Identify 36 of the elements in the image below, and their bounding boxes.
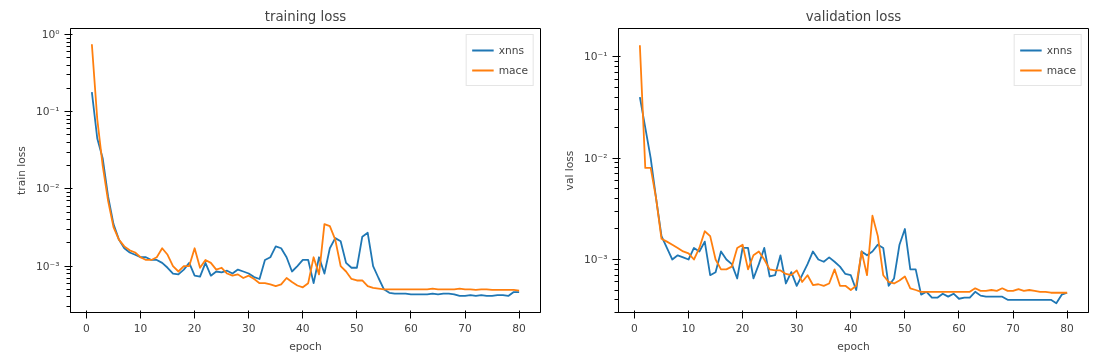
legend-label: mace — [498, 63, 528, 77]
x-tick-label: 70 — [1006, 321, 1021, 335]
x-tick-label: 50 — [898, 321, 912, 335]
y-tick-label: 10⁻² — [36, 182, 60, 196]
y-tick-label: 10⁻¹ — [36, 105, 60, 119]
y-axis-title: val loss — [563, 150, 577, 191]
x-tick-label: 30 — [789, 321, 804, 335]
y-axis-title: train loss — [15, 145, 29, 195]
line-series — [90, 91, 521, 297]
legend-label: xnns — [498, 43, 525, 57]
x-tick-label: 40 — [296, 321, 310, 335]
y-tick-label: 10⁻³ — [36, 259, 60, 273]
x-axis-title: epoch — [837, 339, 870, 353]
y-tick-label: 10⁰ — [41, 28, 60, 42]
chart-title: validation loss — [805, 8, 902, 24]
x-tick-label: 80 — [512, 321, 527, 335]
x-axis-title: epoch — [289, 339, 322, 353]
x-tick-label: 40 — [844, 321, 858, 335]
x-tick-label: 50 — [350, 321, 364, 335]
x-tick-label: 0 — [83, 321, 91, 335]
x-tick-label: 20 — [735, 321, 750, 335]
x-tick-label: 10 — [133, 321, 148, 335]
x-tick-label: 0 — [631, 321, 639, 335]
x-tick-label: 60 — [952, 321, 966, 335]
chart-title: training loss — [264, 8, 347, 24]
x-tick-label: 80 — [1060, 321, 1075, 335]
x-tick-label: 30 — [241, 321, 256, 335]
legend-label: xnns — [1046, 43, 1073, 57]
x-tick-label: 70 — [458, 321, 473, 335]
x-tick-label: 60 — [404, 321, 418, 335]
y-tick-label: 10⁻³ — [584, 253, 608, 266]
x-tick-label: 10 — [681, 321, 696, 335]
legend-label: mace — [1046, 63, 1076, 77]
y-tick-label: 10⁻² — [584, 151, 608, 165]
x-tick-label: 20 — [187, 321, 202, 335]
y-tick-label: 10⁻¹ — [584, 50, 608, 64]
